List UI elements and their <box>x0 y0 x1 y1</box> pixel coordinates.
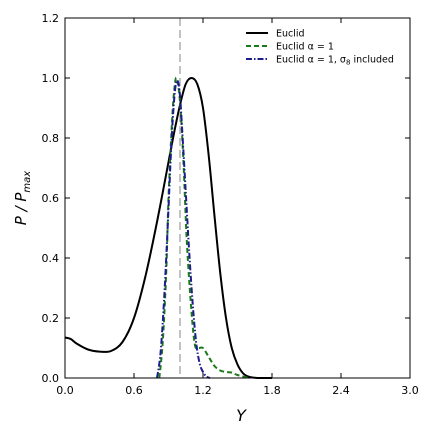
legend: Euclid Euclid α = 1 Euclid α = 1, σ8 inc… <box>246 29 394 67</box>
series-euclid-alpha-line <box>158 76 250 379</box>
legend-label-euclid-alpha-sigma8-main: Euclid α = 1, σ <box>276 55 346 66</box>
series-euclid-alpha-sigma8-line <box>156 79 211 379</box>
x-tick-label: 1.2 <box>194 384 212 397</box>
y-tick-label: 1.0 <box>42 72 60 85</box>
y-axis-label-subscript: max <box>22 171 33 193</box>
legend-label-sigma-tail: included <box>350 55 393 66</box>
x-axis-ticks: 0.0 0.6 1.2 1.8 2.4 3.0 <box>56 18 419 397</box>
legend-label-euclid: Euclid <box>276 29 305 40</box>
x-tick-label: 1.8 <box>263 384 281 397</box>
y-tick-label: 0.6 <box>42 192 60 205</box>
y-tick-label: 1.2 <box>42 12 60 25</box>
series-layer <box>64 18 273 380</box>
x-axis-label: Y <box>236 406 247 425</box>
y-tick-label: 0.8 <box>42 132 60 145</box>
y-tick-label: 0.2 <box>42 312 60 325</box>
plot-frame <box>64 17 411 379</box>
y-tick-label: 0.4 <box>42 252 60 265</box>
x-tick-label: 0.0 <box>56 384 74 397</box>
y-axis-ticks: 0.0 0.2 0.4 0.6 0.8 1.0 1.2 <box>42 12 410 385</box>
legend-label-euclid-alpha-sigma8: Euclid α = 1, σ8 included <box>276 55 394 67</box>
y-tick-label: 0.0 <box>42 372 60 385</box>
series-euclid-line <box>64 77 273 380</box>
x-tick-label: 2.4 <box>332 384 350 397</box>
x-tick-label: 0.6 <box>125 384 143 397</box>
x-tick-label: 3.0 <box>401 384 419 397</box>
legend-label-euclid-alpha: Euclid α = 1 <box>276 42 334 53</box>
y-axis-label: P / Pmax <box>12 171 33 226</box>
legend-label-sigma-subscript: 8 <box>346 59 350 67</box>
y-axis-label-main: P / P <box>12 192 30 226</box>
